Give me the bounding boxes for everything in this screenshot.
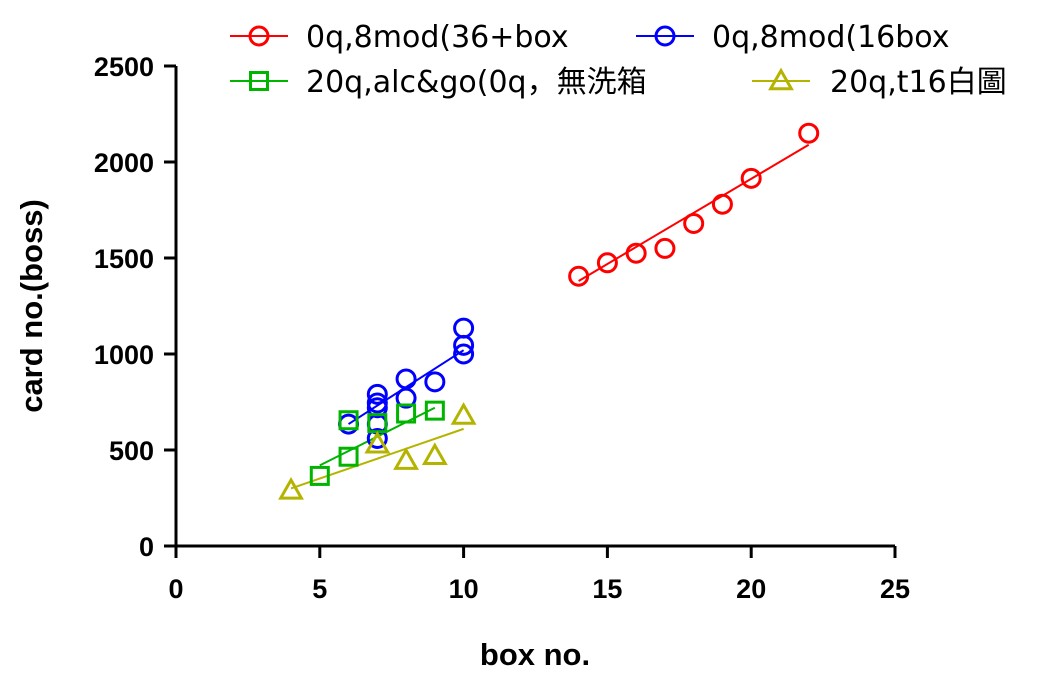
data-point-series-3 — [338, 410, 359, 431]
x-tick-label: 10 — [449, 574, 479, 604]
y-tick-label: 500 — [109, 436, 154, 466]
data-markers — [278, 122, 820, 500]
x-tick-label: 0 — [168, 574, 183, 604]
legend-marker — [768, 67, 794, 91]
ticks: 0 5 10 15 20 25 0 500 1000 1500 2000 2500 — [94, 52, 910, 604]
data-point-series-1 — [596, 252, 618, 274]
data-point-series-3 — [424, 400, 445, 421]
x-tick-label: 25 — [880, 574, 910, 604]
y-tick-label: 1500 — [94, 244, 154, 274]
fit-line-series-1 — [578, 143, 810, 282]
legend-marker — [654, 25, 676, 47]
legend-label: 20q,t16白圖 — [830, 65, 1007, 100]
y-tick-label: 0 — [139, 532, 154, 562]
y-tick-label: 1000 — [94, 340, 154, 370]
data-point-series-3 — [338, 446, 359, 467]
data-point-series-4 — [364, 430, 391, 454]
data-point-series-4 — [421, 442, 448, 466]
legend-marker — [248, 25, 270, 47]
data-point-series-1 — [568, 265, 590, 287]
data-point-series-2 — [366, 392, 388, 414]
data-point-series-3 — [309, 465, 330, 486]
y-tick-label: 2500 — [94, 52, 154, 82]
x-axis-title: box no. — [480, 637, 590, 672]
legend-label: 0q,8mod(36+box — [306, 20, 569, 55]
legend-item-series-1: 0q,8mod(36+box — [230, 20, 569, 55]
data-point-series-2 — [366, 383, 388, 405]
data-point-series-3 — [396, 403, 417, 424]
data-point-series-1 — [798, 122, 820, 144]
data-point-series-2 — [453, 317, 475, 339]
x-tick-label: 20 — [736, 574, 766, 604]
data-point-series-2 — [366, 427, 388, 449]
data-point-series-1 — [625, 242, 647, 264]
legend-label: 20q,alc&go(0q，無洗箱 — [306, 65, 647, 100]
y-axis-title: card no.(boss) — [14, 199, 49, 413]
data-point-series-2 — [424, 371, 446, 393]
data-point-series-2 — [395, 368, 417, 390]
data-point-series-2 — [453, 343, 475, 365]
legend-item-series-4: 20q,t16白圖 — [752, 65, 1007, 100]
data-point-series-1 — [654, 237, 676, 259]
legend: 0q,8mod(36+box 0q,8mod(16box 20q,alc&go(0q… — [230, 20, 1007, 100]
data-point-series-4 — [393, 447, 420, 470]
legend-item-series-3: 20q,alc&go(0q，無洗箱 — [230, 65, 647, 100]
axes — [174, 66, 895, 548]
x-tick-label: 15 — [592, 574, 622, 604]
data-point-series-4 — [278, 476, 304, 500]
y-tick-label: 2000 — [94, 148, 154, 178]
data-point-series-1 — [740, 167, 762, 189]
legend-label: 0q,8mod(16box — [712, 20, 949, 55]
data-point-series-1 — [711, 193, 733, 215]
data-point-series-4 — [450, 402, 477, 425]
data-point-series-1 — [683, 212, 705, 234]
legend-marker — [249, 71, 269, 91]
fit-line-series-4 — [290, 427, 464, 490]
legend-item-series-2: 0q,8mod(16box — [636, 20, 949, 55]
x-tick-label: 5 — [312, 574, 327, 604]
